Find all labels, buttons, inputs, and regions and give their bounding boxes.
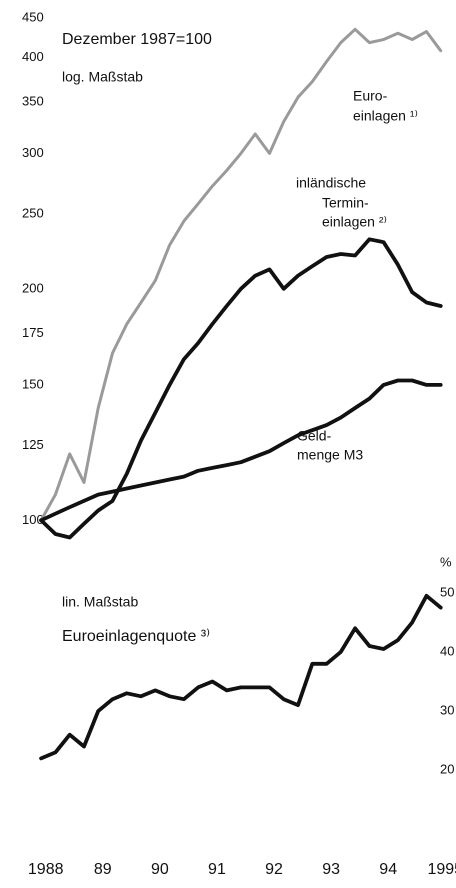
x-tick-label: 1988 xyxy=(28,861,64,878)
series-label: Geld- xyxy=(297,428,332,444)
x-tick-label: 93 xyxy=(322,861,340,878)
y-tick-label: 350 xyxy=(22,93,44,108)
x-tick-label: 91 xyxy=(208,861,226,878)
x-tick-label: 90 xyxy=(151,861,169,878)
series-line xyxy=(39,237,443,540)
series-label: einlagen ¹⁾ xyxy=(353,108,418,124)
x-tick-label: 1995 xyxy=(427,861,456,878)
y-tick-label: 40 xyxy=(440,643,454,658)
y-tick-label: 450 xyxy=(22,9,44,24)
series-label: einlagen ²⁾ xyxy=(322,214,387,230)
series-label: inländische xyxy=(296,175,366,191)
y-tick-label: 300 xyxy=(22,145,44,160)
y-tick-label: 150 xyxy=(22,376,44,391)
annotation: lin. Maßstab xyxy=(62,594,138,610)
y-tick-label: 125 xyxy=(22,437,44,452)
annotation: Euroeinlagenquote ³⁾ xyxy=(62,628,210,645)
y-tick-label: 20 xyxy=(440,762,454,777)
series-label: Euro- xyxy=(353,88,388,104)
y-tick-label: 175 xyxy=(22,325,44,340)
series-label: Termin- xyxy=(322,195,369,211)
y-tick-label: 30 xyxy=(440,702,454,717)
x-tick-label: 92 xyxy=(265,861,283,878)
y-unit: % xyxy=(440,554,452,569)
annotation: Dezember 1987=100 xyxy=(62,31,212,48)
x-tick-label: 89 xyxy=(94,861,112,878)
y-tick-label: 250 xyxy=(22,206,44,221)
x-tick-label: 94 xyxy=(379,861,397,878)
y-tick-label: 200 xyxy=(22,280,44,295)
annotation: log. Maßstab xyxy=(62,69,143,85)
y-tick-label: 50 xyxy=(440,584,454,599)
series-label: menge M3 xyxy=(297,447,363,463)
series-line xyxy=(39,378,443,523)
series-line xyxy=(39,27,443,522)
series-line xyxy=(39,593,443,761)
y-tick-label: 100 xyxy=(22,512,44,527)
y-tick-label: 400 xyxy=(22,49,44,64)
